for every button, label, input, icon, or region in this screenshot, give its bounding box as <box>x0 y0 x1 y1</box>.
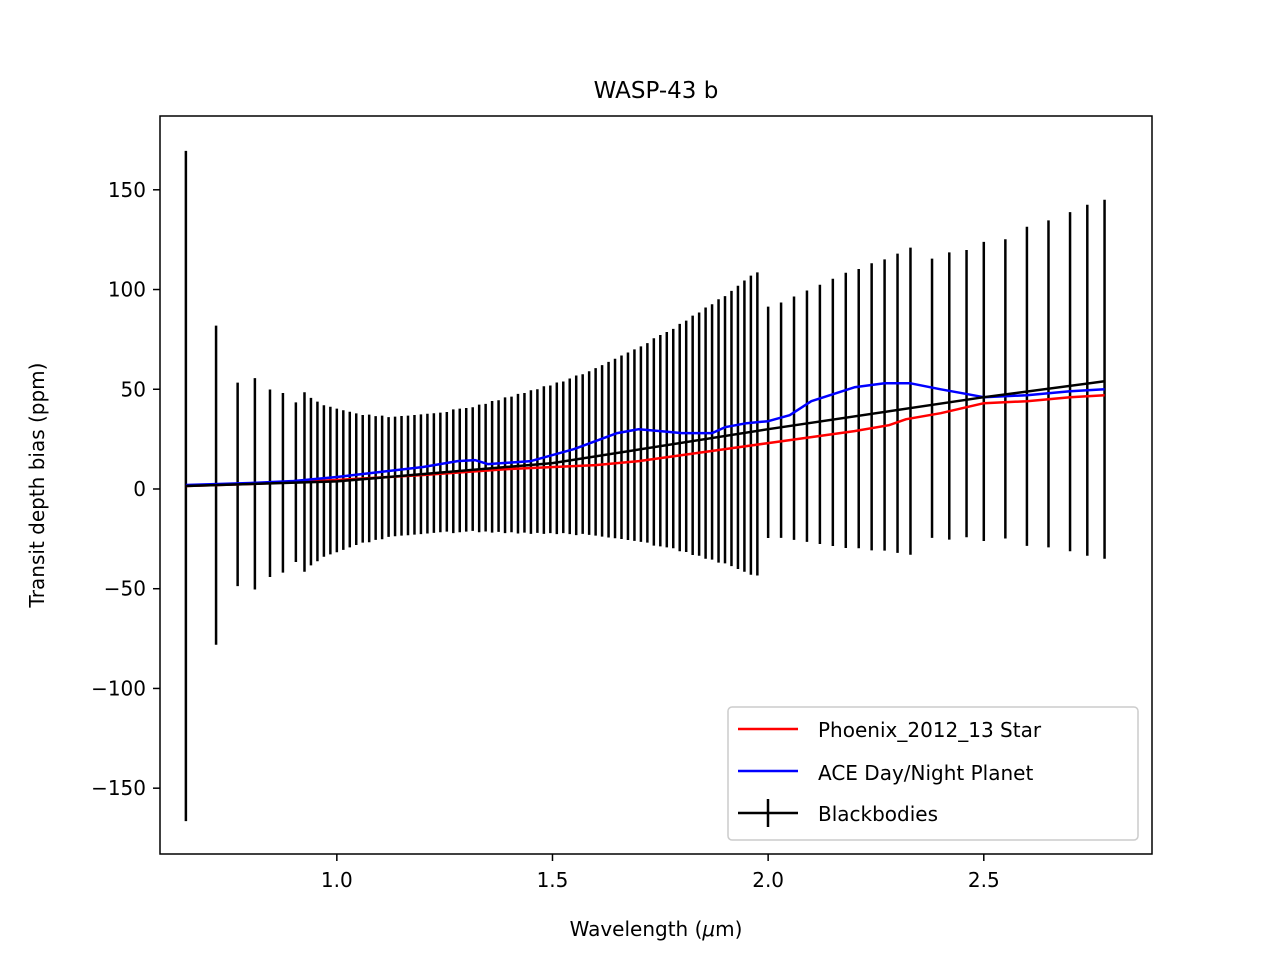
x-axis-label: Wavelength (μm) <box>570 917 743 941</box>
y-tick-label: 0 <box>133 477 146 501</box>
y-tick-label: −100 <box>91 676 146 700</box>
x-tick-label: 2.5 <box>968 868 1000 892</box>
legend-label-phoenix: Phoenix_2012_13 Star <box>818 718 1042 742</box>
plot-area <box>184 150 1106 822</box>
legend-label-ace: ACE Day/Night Planet <box>818 761 1033 785</box>
y-tick-label: −50 <box>104 577 146 601</box>
y-tick-label: 50 <box>121 377 146 401</box>
x-axis: 1.0 1.5 2.0 2.5 <box>321 854 1000 892</box>
y-axis-label: Transit depth bias (ppm) <box>25 363 49 609</box>
x-tick-label: 1.0 <box>321 868 353 892</box>
x-tick-label: 2.0 <box>752 868 784 892</box>
y-tick-label: −150 <box>91 776 146 800</box>
y-axis: −150 −100 −50 0 50 100 150 <box>91 178 160 800</box>
legend-frame <box>727 706 1139 841</box>
chart-title: WASP-43 b <box>594 78 719 104</box>
line-layer <box>185 380 1105 488</box>
series-line-blackbodies <box>185 380 1105 488</box>
plot-frame <box>159 115 1153 855</box>
x-tick-label: 1.5 <box>537 868 569 892</box>
y-tick-label: 150 <box>108 178 146 202</box>
legend: Phoenix_2012_13 Star ACE Day/Night Plane… <box>727 706 1139 841</box>
y-tick-label: 100 <box>108 278 146 302</box>
legend-label-blackbodies: Blackbodies <box>818 802 938 826</box>
series-line-ace <box>185 382 1105 487</box>
